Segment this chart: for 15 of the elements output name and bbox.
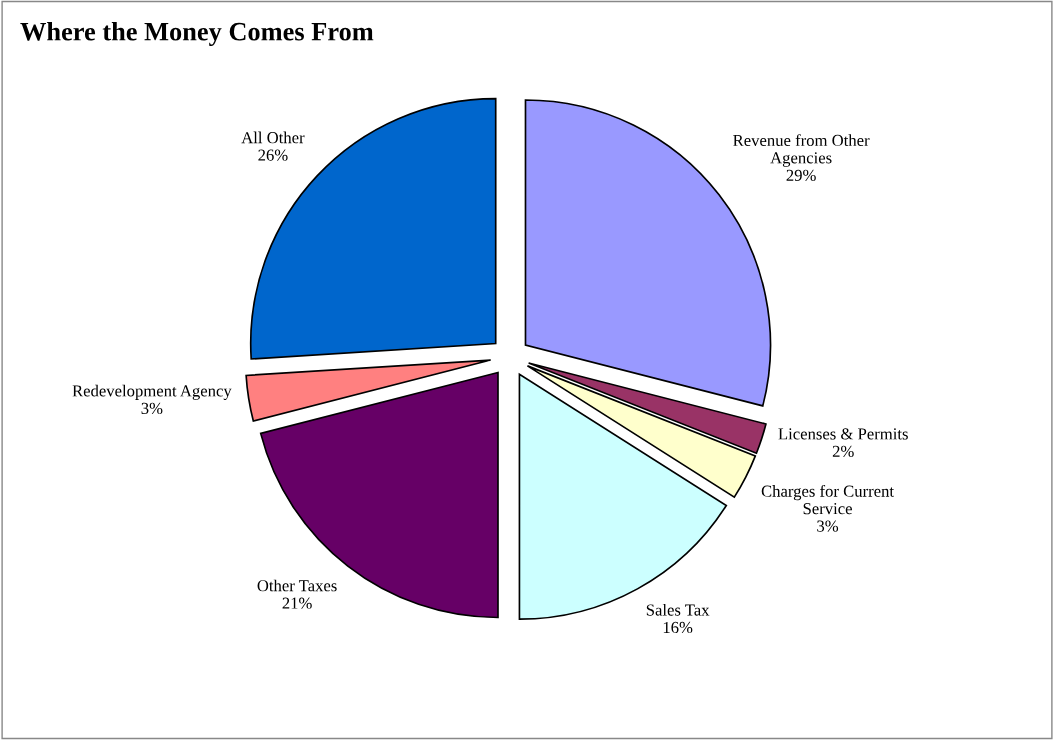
- slice-label: Redevelopment Agency: [72, 384, 232, 400]
- data-label: 16%: [663, 621, 693, 634]
- slice-label: Revenue from Other Agencies: [733, 134, 870, 167]
- slice-label: Other Taxes: [257, 579, 337, 592]
- data-label: 29%: [786, 169, 816, 181]
- data-label: 3%: [141, 402, 163, 415]
- slice-label: Sales Tax: [646, 603, 710, 616]
- data-label: 26%: [258, 149, 288, 161]
- data-label: 2%: [832, 445, 854, 458]
- chart-title: Where the Money Comes From: [20, 22, 374, 46]
- data-label: 21%: [282, 597, 312, 609]
- slice-label: Licenses & Permits: [778, 428, 908, 440]
- data-label: 3%: [817, 520, 839, 532]
- slice-label: Charges for Current Service: [761, 484, 894, 515]
- slice-label: All Other: [241, 131, 305, 144]
